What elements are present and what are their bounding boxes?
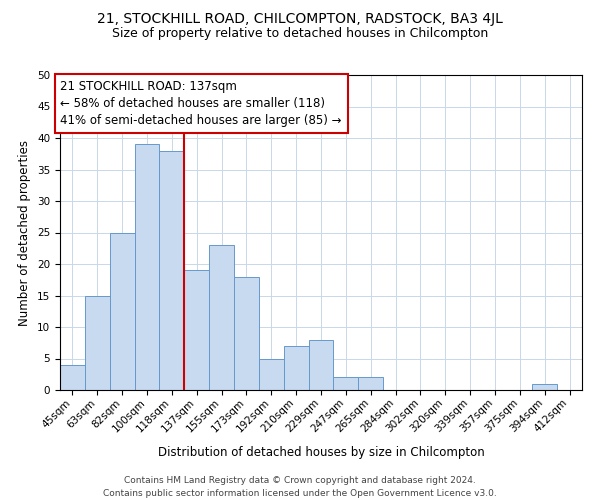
Bar (532, 384, 557, 390)
Text: 21, STOCKHILL ROAD, CHILCOMPTON, RADSTOCK, BA3 4JL: 21, STOCKHILL ROAD, CHILCOMPTON, RADSTOC… (97, 12, 503, 26)
Bar (134, 144, 160, 390)
Bar (184, 270, 209, 390)
Text: Size of property relative to detached houses in Chilcompton: Size of property relative to detached ho… (112, 28, 488, 40)
Bar (334, 378, 358, 390)
Text: Contains HM Land Registry data © Crown copyright and database right 2024.
Contai: Contains HM Land Registry data © Crown c… (103, 476, 497, 498)
Bar (110, 232, 134, 390)
X-axis label: Distribution of detached houses by size in Chilcompton: Distribution of detached houses by size … (158, 446, 484, 458)
Bar (284, 346, 308, 390)
Bar (308, 340, 334, 390)
Bar (60, 365, 85, 390)
Bar (358, 378, 383, 390)
Y-axis label: Number of detached properties: Number of detached properties (19, 140, 31, 326)
Bar (160, 150, 184, 390)
Bar (85, 296, 110, 390)
Text: 21 STOCKHILL ROAD: 137sqm
← 58% of detached houses are smaller (118)
41% of semi: 21 STOCKHILL ROAD: 137sqm ← 58% of detac… (61, 80, 342, 127)
Bar (209, 245, 234, 390)
Bar (234, 276, 259, 390)
Bar (259, 358, 284, 390)
